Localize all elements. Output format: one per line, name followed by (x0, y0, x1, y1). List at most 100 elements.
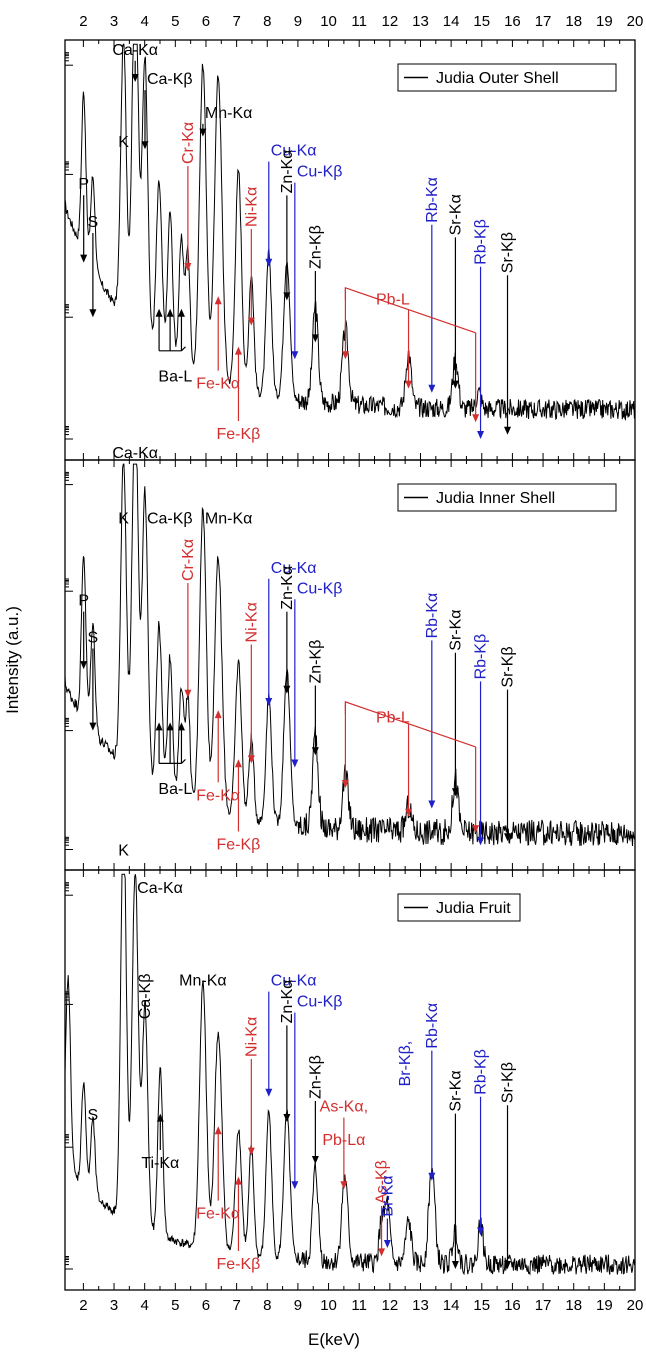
peak-arrow-head (184, 689, 192, 698)
peak-annotation: Mn-Kα (199, 105, 252, 137)
peak-annotation: P (78, 176, 89, 263)
peak-annotation: Ca-Kβ (147, 511, 193, 528)
peak-label: Sr-Kβ (500, 646, 517, 687)
fe-annotation: Fe-Kα (196, 296, 240, 393)
peak-annotation: Zn-Kα (279, 566, 296, 694)
ba-l-label: Ba-L (158, 781, 192, 798)
peak-arrow-head (311, 334, 319, 343)
spectrum-line (64, 463, 636, 847)
x-tick-label-top: 8 (263, 13, 271, 30)
x-tick-label: 13 (412, 1297, 429, 1314)
peak-annotation: Rb-Kβ (473, 634, 490, 846)
peak-annotation: Zn-Kβ (307, 1055, 324, 1164)
fe-arrow-head (234, 1176, 242, 1185)
peak-annotation: S (88, 214, 98, 318)
peak-annotation: Mn-Kα (205, 511, 252, 528)
peak-label: Rb-Kα (424, 593, 441, 639)
peak-label: Ni-Kα (243, 1017, 260, 1057)
ba-l-bracket-end (181, 346, 186, 352)
pb-l-arrow-head (472, 825, 480, 834)
peak-arrow-head (383, 1240, 391, 1248)
ba-l-annotation: Ba-L (155, 722, 192, 798)
peak-label: Sr-Kα (447, 1070, 464, 1111)
legend-label: Judia Fruit (436, 900, 511, 917)
peak-annotation: Br-Kβ, (397, 1041, 414, 1087)
peak-annotation: Rb-Kβ (473, 1049, 490, 1236)
peak-label: Zn-Kβ (307, 225, 324, 269)
peak-label: Mn-Kα (179, 973, 226, 990)
spectra-panels: 2 3 4 5 6 7 8 9 10 11 12 13 14 15 16 17 18 19 20 Judia Oute… (64, 13, 643, 1314)
x-tick-label-top: 11 (351, 13, 367, 30)
peak-arrow-head (184, 263, 192, 271)
peak-label: Cu-Kβ (297, 164, 343, 181)
fe-annotation: Fe-Kβ (217, 759, 260, 854)
fe-annotation: Fe-Kα (196, 1126, 240, 1223)
peak-annotation: Mn-Kα (179, 973, 226, 990)
peak-annotation: Rb-Kα (424, 593, 441, 809)
x-tick-label: 5 (171, 1297, 179, 1314)
fe-label: Fe-Kα (196, 376, 240, 393)
peak-annotation: Ca-Kβ (141, 71, 193, 150)
peak-label: As-Kα, (320, 1099, 368, 1116)
peak-annotation: Cu-Kβ (291, 164, 342, 360)
peak-label: Mn-Kα (205, 105, 252, 122)
x-tick-label-top: 6 (202, 13, 210, 30)
peak-arrow-head (247, 317, 255, 326)
peak-arrow-head (340, 1181, 348, 1190)
plot-frame (64, 39, 636, 461)
peak-arrow-head (89, 722, 97, 731)
peak-label: Zn-Kα (279, 566, 296, 610)
pb-l-arrow-head (405, 808, 413, 817)
peak-arrow-head (477, 837, 485, 846)
pb-l-annotation: Pb-L (341, 286, 480, 423)
peak-arrow-head (283, 685, 291, 694)
peak-annotation: P (78, 593, 89, 670)
x-tick-label-top: 17 (535, 13, 552, 30)
x-tick-label-top: 4 (141, 13, 149, 30)
peak-label: Cu-Kα (271, 973, 317, 990)
peak-arrow-head (477, 431, 485, 439)
peak-label: P (78, 593, 89, 610)
peak-arrow-head (311, 1156, 319, 1164)
ba-l-arrow-head (155, 308, 163, 317)
peak-label: Ni-Kα (243, 602, 260, 642)
spectrum-panel-2: Judia Inner Shell P S K Ca-Kα Ca-Kβ Mn-Kα Cr-Kα… (64, 445, 636, 871)
peak-label: Rb-Kβ (473, 1049, 490, 1095)
peak-annotation: Cu-Kα (265, 143, 316, 267)
peak-label: Rb-Kβ (473, 219, 490, 265)
peak-label: S (88, 1107, 99, 1124)
peak-annotation: Sr-Kα (447, 194, 464, 389)
x-tick-label-top: 16 (504, 13, 521, 30)
ti-label: Ti-Kα (141, 1155, 179, 1172)
peak-label: Rb-Kα (424, 1003, 441, 1049)
peak-label: Zn-Kα (279, 149, 296, 193)
peak-label: Ni-Kα (243, 187, 260, 227)
x-tick-label-top: 5 (171, 13, 179, 30)
pb-l-arrow-head (341, 351, 349, 360)
spectrum-panel-1: 2 3 4 5 6 7 8 9 10 11 12 13 14 15 16 17 18 19 20 Judia Oute… (64, 13, 643, 461)
peak-annotation: Rb-Kα (424, 177, 441, 393)
fe-label: Fe-Kα (196, 787, 240, 804)
x-tick-label: 7 (232, 1297, 240, 1314)
plot-frame (64, 869, 636, 1291)
peak-annotation: Zn-Kβ (307, 225, 324, 343)
ba-l-annotation: Ba-L (155, 308, 192, 386)
ba-l-arrow-head (155, 722, 163, 731)
pb-l-bracket (344, 701, 476, 748)
peak-annotation: Zn-Kβ (307, 640, 324, 756)
ba-l-arrow-head (177, 722, 185, 731)
x-axis-title: E(keV) (308, 1330, 360, 1349)
peak-label: Sr-Kα (447, 609, 464, 650)
peak-label: Ca-Kα (137, 880, 183, 897)
peak-label: Rb-Kβ (473, 634, 490, 680)
peak-annotation: Cu-Kβ (291, 994, 342, 1190)
ba-l-label: Ba-L (158, 369, 192, 386)
peak-label: As-Kβ (374, 1160, 391, 1204)
peak-arrow-head (428, 1172, 436, 1181)
peak-annotation: Zn-Kα (279, 979, 296, 1122)
x-tick-label: 18 (565, 1297, 582, 1314)
peak-arrow-head (89, 309, 97, 318)
pb-l-arrow-head (405, 380, 413, 389)
peak-label: Zn-Kα (279, 979, 296, 1023)
peak-arrow-head (504, 426, 512, 435)
